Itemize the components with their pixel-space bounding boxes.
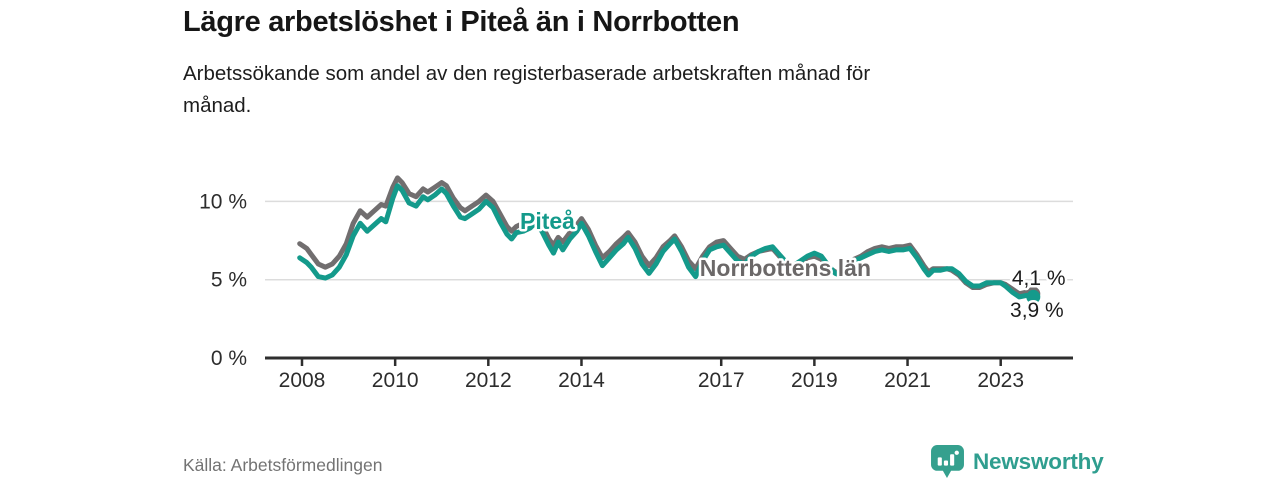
series-line-pite- (297, 183, 1036, 300)
end-value-label: 4,1 % (1012, 267, 1066, 290)
x-axis-tick-label: 2023 (977, 369, 1024, 392)
x-axis-tick-label: 2008 (279, 369, 326, 392)
series-label: Norrbottens län (700, 255, 871, 281)
x-axis-tick-label: 2010 (372, 369, 419, 392)
x-axis-tick-label: 2019 (791, 369, 838, 392)
series-end-dot-pite- (1026, 289, 1041, 304)
x-axis-tick-label: 2014 (558, 369, 605, 392)
source-note: Källa: Arbetsförmedlingen (183, 455, 383, 475)
x-axis-tick-label: 2017 (698, 369, 745, 392)
x-axis-tick-label: 2021 (884, 369, 931, 392)
chart-title: Lägre arbetslöshet i Piteå än i Norrbott… (183, 6, 740, 38)
chart-subtitle: Arbetssökande som andel av den registerb… (183, 62, 871, 117)
x-axis-tick-label: 2012 (465, 369, 512, 392)
end-value-label: 3,9 % (1010, 299, 1064, 322)
series-line-norrbottens-l-n (297, 175, 1036, 297)
y-axis-tick-label: 5 % (211, 269, 247, 292)
brand-lockup: Newsworthy (930, 444, 1104, 479)
newsworthy-logo-icon (931, 445, 964, 478)
series-label: Piteå (520, 208, 575, 234)
y-axis-tick-label: 0 % (211, 347, 247, 370)
y-axis-tick-label: 10 % (199, 190, 247, 213)
brand-name: Newsworthy (973, 448, 1104, 474)
